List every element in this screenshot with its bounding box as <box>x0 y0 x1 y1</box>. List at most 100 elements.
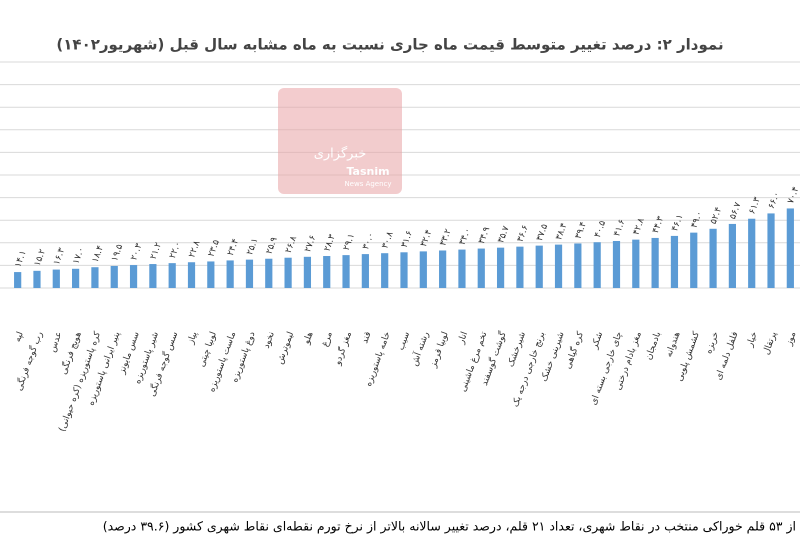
bar <box>419 251 427 288</box>
value-label: ۴۲.۸ <box>632 217 647 237</box>
bar <box>767 213 775 288</box>
bar <box>245 259 254 288</box>
value-label: ۲۰.۳ <box>129 242 144 262</box>
watermark-subtitle: News Agency <box>344 180 391 188</box>
x-tick-label: خربزه <box>704 330 721 355</box>
x-tick-label: پیاز <box>186 330 200 346</box>
x-tick-label: عدس <box>48 330 65 353</box>
value-label: ۴۶.۱ <box>670 213 685 233</box>
bar <box>52 269 60 288</box>
bar <box>516 246 524 288</box>
x-tick-label: مرغ <box>320 330 335 348</box>
value-label: ۳۹.۴ <box>574 220 589 240</box>
x-tick-label: هندوانه <box>664 330 683 358</box>
value-label: ۳۲.۴ <box>419 228 434 248</box>
bar <box>477 248 485 288</box>
x-tick-label: لپه <box>13 330 26 343</box>
x-tick-label: سیب <box>396 330 412 351</box>
x-tick-label: هلو <box>302 330 316 346</box>
watermark-text: Tasnim <box>346 165 389 178</box>
bar <box>303 256 312 288</box>
bar <box>149 264 157 288</box>
bar <box>129 265 138 288</box>
bar <box>284 257 292 288</box>
value-label: ۳۷.۵ <box>535 223 550 243</box>
bar <box>651 237 659 288</box>
bar <box>91 267 99 288</box>
bar <box>187 262 196 288</box>
value-label: ۳۱.۶ <box>400 229 415 249</box>
value-label: ۲۵.۱ <box>245 237 260 257</box>
value-label: ۱۶.۳ <box>52 247 67 267</box>
value-label: ۶۶.۰ <box>767 191 782 211</box>
bar <box>593 242 601 288</box>
bar <box>690 232 698 288</box>
bar <box>496 247 505 288</box>
x-tick-label: شیرخشک <box>506 330 528 368</box>
value-label: ۳۸.۴ <box>554 222 569 242</box>
value-label: ۱۵.۲ <box>33 248 48 268</box>
footnote: از ۵۳ قلم خوراکی منتخب در نقاط شهری، تعد… <box>103 519 796 535</box>
bar <box>110 265 118 288</box>
value-label: ۳۵.۷ <box>496 225 511 245</box>
value-label: ۷۰.۴ <box>786 185 800 205</box>
bar <box>323 256 331 288</box>
value-label: ۴۴.۳ <box>651 215 666 235</box>
value-label: ۲۵.۹ <box>265 236 280 256</box>
x-tick-label: بادمجان <box>644 330 663 361</box>
bar <box>14 272 22 288</box>
value-label: ۲۳.۵ <box>207 238 222 258</box>
value-label: ۴۱.۶ <box>612 218 627 238</box>
x-tick-label: خیار <box>745 330 760 349</box>
bar <box>709 228 717 288</box>
value-label: ۱۴.۱ <box>13 249 28 269</box>
value-label: ۶۱.۳ <box>747 196 762 216</box>
x-tick-label: لوبیا چیتی <box>197 330 219 368</box>
value-label: ۳۳.۲ <box>438 227 453 247</box>
bar <box>207 261 215 288</box>
watermark-persian: خبرگزاری <box>314 146 367 162</box>
bar <box>400 252 408 288</box>
value-label: ۲۷.۶ <box>303 234 318 254</box>
bar <box>381 253 389 288</box>
bar <box>535 245 543 288</box>
bar <box>265 258 273 288</box>
bar <box>342 255 350 288</box>
value-label: ۵۶.۷ <box>728 201 743 221</box>
x-tick-label: موز <box>784 330 799 348</box>
value-label: ۲۴.۴ <box>226 237 241 257</box>
bar <box>748 218 756 288</box>
bar <box>554 244 563 288</box>
value-label: ۵۲.۴ <box>709 206 724 226</box>
bar <box>72 268 80 288</box>
bar <box>458 249 466 288</box>
x-tick-label: نخود <box>262 330 277 349</box>
bar <box>728 223 736 288</box>
watermark: خبرگزاری Tasnim News Agency <box>278 88 402 194</box>
bar <box>226 260 234 288</box>
value-label: ۴۹.۰ <box>690 210 705 230</box>
x-tick-label: شکر <box>590 330 606 351</box>
value-label: ۲۲.۸ <box>187 239 202 259</box>
x-tick-label: پرتقال <box>762 330 780 356</box>
x-tick-label: قند <box>360 330 373 344</box>
value-label: ۱۹.۵ <box>110 243 125 263</box>
value-label: ۳۰.۸ <box>380 230 395 250</box>
value-label: ۱۸.۴ <box>91 244 106 264</box>
value-label: ۳۰.۰ <box>361 231 376 251</box>
value-label: ۴۰.۵ <box>593 219 608 239</box>
value-label: ۲۹.۱ <box>342 232 357 252</box>
value-label: ۳۶.۶ <box>516 224 531 244</box>
bar <box>439 250 447 288</box>
value-label: ۲۱.۲ <box>149 241 164 261</box>
bar <box>670 235 679 288</box>
x-tick-label: لوبیا قرمز <box>428 330 450 369</box>
value-label: ۳۴.۰ <box>458 227 473 247</box>
bar <box>168 263 176 288</box>
x-tick-label: انار <box>456 330 470 346</box>
x-tick-label: لیموترش <box>275 330 296 365</box>
value-label: ۱۷.۰ <box>71 246 86 266</box>
value-label: ۲۶.۸ <box>284 235 299 255</box>
bar <box>33 270 41 288</box>
